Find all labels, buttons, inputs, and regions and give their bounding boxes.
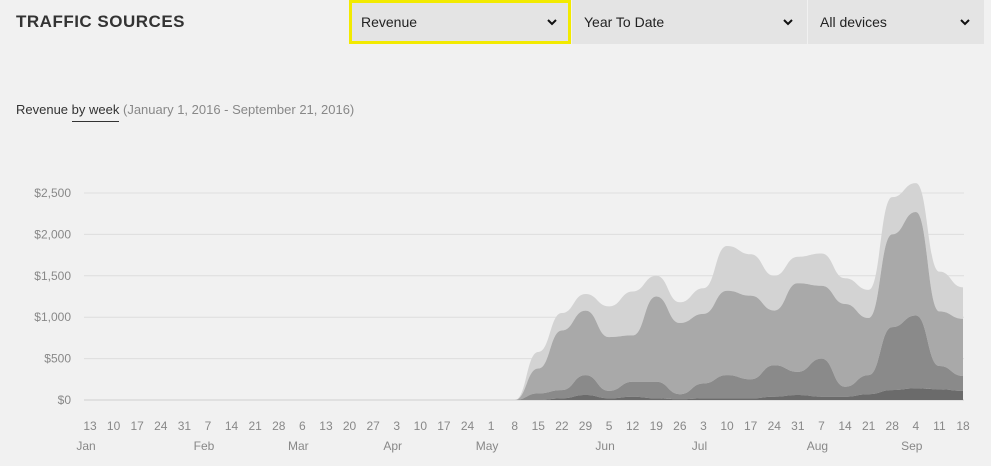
month-label: Feb <box>194 439 215 453</box>
y-tick-label: $2,000 <box>34 227 71 241</box>
x-tick-label: 26 <box>673 419 687 433</box>
metric-dropdown[interactable]: Revenue <box>349 0 571 44</box>
month-label: Sep <box>901 439 923 453</box>
x-tick-label: 15 <box>532 419 546 433</box>
x-tick-label: 10 <box>720 419 734 433</box>
x-tick-label: 29 <box>579 419 593 433</box>
x-tick-label: 3 <box>700 419 707 433</box>
metric-dropdown-value: Revenue <box>361 14 418 30</box>
x-tick-label: 31 <box>178 419 192 433</box>
x-tick-label: 3 <box>393 419 400 433</box>
x-tick-label: 11 <box>933 419 946 433</box>
x-tick-label: 17 <box>744 419 758 433</box>
area-series-2 <box>90 315 963 400</box>
x-tick-label: 24 <box>154 419 168 433</box>
x-tick-label: 7 <box>205 419 212 433</box>
granularity-link[interactable]: by week <box>71 102 120 122</box>
x-tick-label: 13 <box>319 419 333 433</box>
x-tick-label: 10 <box>414 419 428 433</box>
month-label: Mar <box>288 439 309 453</box>
date-range-label: (January 1, 2016 - September 21, 2016) <box>123 102 355 117</box>
x-tick-label: 14 <box>838 419 852 433</box>
x-tick-label: 18 <box>956 419 970 433</box>
y-axis: $0 $500 $1,000 $1,500 $2,000 $2,500 <box>34 186 71 407</box>
x-tick-label: 8 <box>511 419 518 433</box>
month-label: Jan <box>76 439 95 453</box>
x-tick-label: 17 <box>131 419 145 433</box>
x-tick-label: 20 <box>343 419 357 433</box>
area-series-4 <box>90 183 963 400</box>
y-tick-label: $1,500 <box>34 269 71 283</box>
y-tick-label: $0 <box>58 393 72 407</box>
area-series-1 <box>90 388 963 400</box>
month-label: Apr <box>383 439 402 453</box>
x-tick-label: 24 <box>461 419 475 433</box>
x-tick-label: 28 <box>886 419 900 433</box>
x-tick-label: 19 <box>650 419 664 433</box>
x-tick-label: 14 <box>225 419 239 433</box>
x-tick-label: 17 <box>437 419 451 433</box>
area-series-3 <box>90 212 963 400</box>
y-tick-label: $1,000 <box>34 310 71 324</box>
x-tick-label: 28 <box>272 419 286 433</box>
x-tick-label: 12 <box>626 419 640 433</box>
period-dropdown[interactable]: Year To Date <box>571 0 807 44</box>
x-tick-label: 7 <box>818 419 825 433</box>
x-tick-label: 31 <box>791 419 805 433</box>
month-label: Jul <box>692 439 707 453</box>
chevron-down-icon <box>781 15 795 29</box>
x-tick-label: 21 <box>862 419 876 433</box>
month-label: Aug <box>807 439 828 453</box>
page-title: TRAFFIC SOURCES <box>16 12 185 31</box>
x-tick-label: 21 <box>248 419 262 433</box>
device-dropdown-value: All devices <box>820 14 887 30</box>
x-axis: 13 10 17 24 31 7 14 21 28 6 13 20 27 3 10 17 24 1 8 15 22 29 5… <box>76 419 970 453</box>
chevron-down-icon <box>958 15 972 29</box>
chart-heading: Revenue by week (January 1, 2016 - Septe… <box>16 102 355 122</box>
x-tick-label: 4 <box>912 419 919 433</box>
x-tick-label: 22 <box>555 419 569 433</box>
x-tick-label: 5 <box>606 419 613 433</box>
x-tick-label: 10 <box>107 419 121 433</box>
x-tick-label: 1 <box>488 419 495 433</box>
month-label: Jun <box>595 439 614 453</box>
y-tick-label: $500 <box>44 352 71 366</box>
period-dropdown-value: Year To Date <box>584 14 665 30</box>
month-label: May <box>476 439 499 453</box>
x-tick-label: 24 <box>768 419 782 433</box>
chart-areas <box>90 183 963 400</box>
x-tick-label: 13 <box>83 419 97 433</box>
chevron-down-icon <box>545 15 559 29</box>
chart-heading-prefix: Revenue <box>16 102 69 117</box>
y-tick-label: $2,500 <box>34 186 71 200</box>
x-tick-label: 6 <box>299 419 306 433</box>
x-tick-label: 27 <box>366 419 380 433</box>
device-dropdown[interactable]: All devices <box>807 0 984 44</box>
